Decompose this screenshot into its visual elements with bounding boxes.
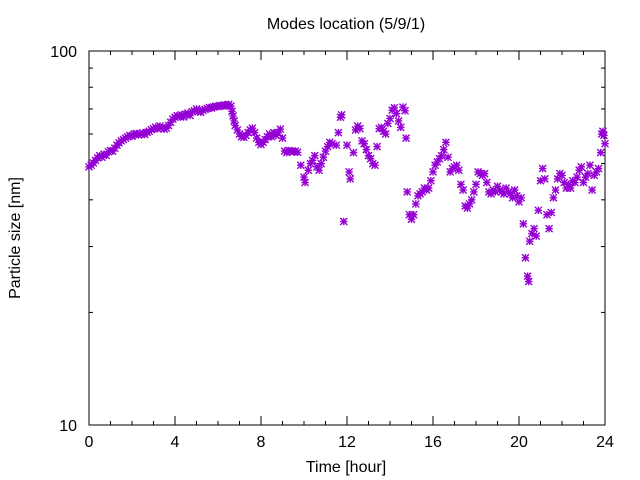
data-point: [293, 148, 302, 157]
data-point: [551, 185, 560, 194]
data-point: [472, 180, 480, 189]
x-tick-label: 24: [596, 434, 614, 451]
data-point: [373, 142, 382, 151]
y-tick-label: 100: [50, 44, 77, 61]
data-point: [315, 166, 324, 175]
data-point: [467, 195, 476, 204]
data-point: [355, 124, 364, 133]
data-point: [390, 103, 399, 112]
y-axis-label: Particle size [nm]: [7, 177, 24, 299]
data-point: [549, 193, 558, 202]
data-point: [469, 187, 478, 196]
data-point: [392, 109, 401, 118]
data-point: [444, 153, 453, 162]
x-axis-label: Time [hour]: [306, 459, 386, 476]
data-point: [525, 237, 534, 246]
data-point: [441, 138, 450, 147]
data-point: [596, 148, 605, 157]
data-point: [345, 167, 354, 176]
data-point: [349, 148, 358, 157]
data-point: [519, 219, 528, 228]
data-point: [360, 139, 369, 148]
axis-tick-labels: 0 4 8 12 16 20 24 10 100: [50, 44, 614, 451]
data-point: [515, 197, 523, 206]
x-tick-label: 20: [510, 434, 528, 451]
data-point: [411, 199, 420, 208]
data-point: [332, 141, 341, 150]
axis-ticks: [88, 50, 606, 426]
data-point: [530, 224, 539, 233]
data-point: [403, 187, 412, 196]
data-point: [585, 161, 594, 170]
data-point: [534, 206, 543, 215]
data-point: [370, 161, 379, 170]
data-point: [540, 174, 549, 183]
data-point: [439, 145, 448, 154]
data-point: [437, 151, 446, 160]
data-point: [334, 128, 343, 137]
data-point: [547, 208, 556, 217]
data-point: [594, 164, 603, 173]
data-point: [319, 153, 328, 162]
data-point: [394, 116, 403, 125]
data-point: [339, 217, 348, 226]
data-point: [558, 171, 566, 180]
data-point: [538, 164, 547, 173]
data-point: [545, 224, 554, 233]
data-point: [310, 151, 319, 160]
data-point: [573, 173, 582, 182]
data-point: [317, 159, 326, 168]
data-point: [337, 110, 346, 119]
data-point: [521, 253, 530, 262]
data-point: [601, 139, 609, 148]
data-point: [343, 141, 351, 150]
data-point: [482, 178, 491, 187]
x-tick-label: 0: [85, 434, 94, 451]
data-point: [401, 106, 410, 115]
data-point: [553, 174, 562, 183]
data-point: [577, 162, 586, 171]
data-point: [296, 161, 305, 170]
data-point: [402, 134, 411, 143]
y-tick-label: 10: [59, 418, 77, 435]
data-point: [304, 166, 313, 175]
data-point: [362, 145, 371, 154]
data-point: [300, 173, 308, 182]
data-point: [386, 114, 394, 123]
x-tick-label: 8: [257, 434, 266, 451]
plot-frame: [88, 50, 606, 426]
data-point: [532, 232, 541, 241]
data-point: [346, 174, 355, 183]
data-point: [396, 123, 405, 132]
data-point: [381, 129, 390, 138]
data-point: [429, 167, 437, 176]
x-tick-label: 4: [171, 434, 180, 451]
data-point: [426, 176, 435, 185]
data-point: [588, 185, 597, 194]
data-point: [278, 134, 287, 143]
data-point: [459, 185, 468, 194]
data-point: [301, 178, 310, 187]
data-point: [454, 166, 463, 175]
data-point: [424, 184, 433, 193]
x-tick-label: 16: [424, 434, 442, 451]
data-point: [599, 131, 608, 140]
data-points: [85, 100, 609, 286]
chart-title: Modes location (5/9/1): [267, 16, 425, 33]
data-point: [480, 169, 489, 178]
data-point: [276, 125, 285, 134]
data-point: [517, 193, 526, 202]
data-point: [583, 169, 592, 178]
data-point: [524, 277, 533, 286]
data-point: [579, 178, 588, 187]
data-point: [510, 185, 519, 194]
data-point: [566, 184, 575, 193]
data-point: [409, 210, 418, 219]
x-tick-label: 12: [338, 434, 356, 451]
